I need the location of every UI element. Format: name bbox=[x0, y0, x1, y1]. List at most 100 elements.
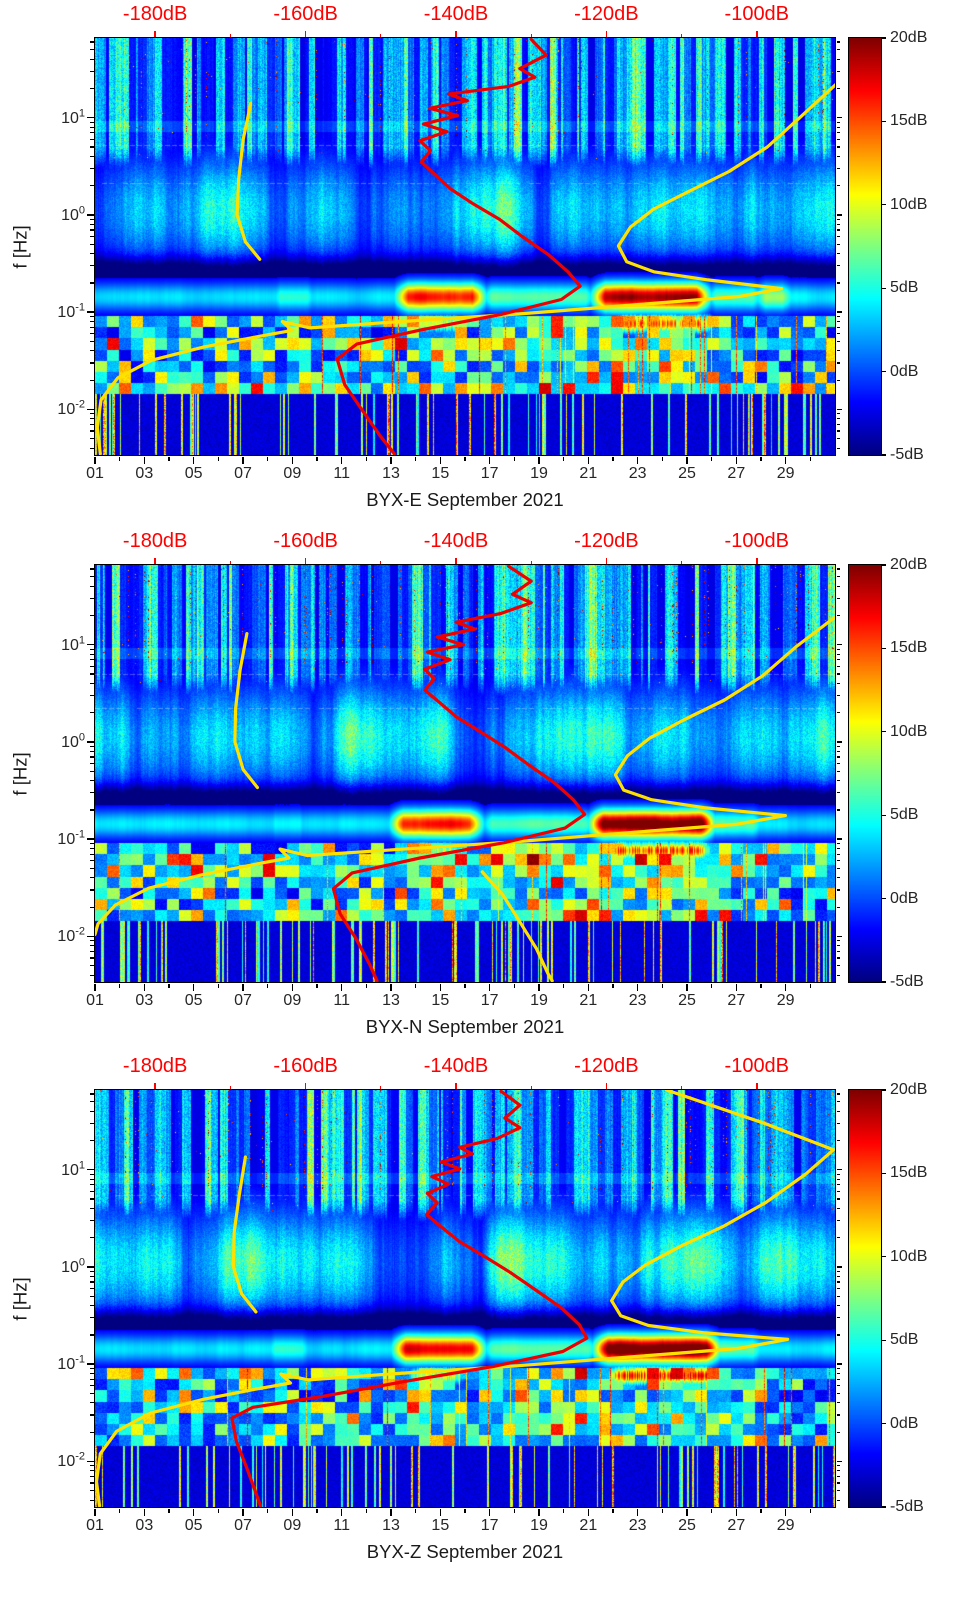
colorbar-tick bbox=[882, 814, 886, 816]
x-tick bbox=[242, 1508, 244, 1516]
colorbar-tick bbox=[882, 287, 886, 289]
y-minor-tick bbox=[90, 682, 94, 684]
y-tick-label: 10-1 bbox=[57, 301, 85, 322]
y-minor-tick bbox=[90, 138, 94, 140]
y-minor-tick-right bbox=[836, 333, 840, 335]
x-tick bbox=[686, 456, 688, 464]
y-minor-tick-right bbox=[836, 889, 840, 891]
x-tick bbox=[735, 983, 738, 991]
top-axis-minor-tick bbox=[380, 34, 382, 38]
top-axis-tick-label: -140dB bbox=[423, 3, 489, 25]
spectrogram-panel-BYX-Z: -180dB -160dB -140dB -120dB -100dB 01 03 05 07 09… bbox=[0, 1052, 962, 1599]
y-tick bbox=[86, 1168, 94, 1171]
colorbar-tick-label: 5dB bbox=[890, 278, 919, 296]
y-minor-tick-right bbox=[836, 316, 840, 318]
y-tick-right bbox=[836, 741, 842, 743]
y-minor-tick-right bbox=[836, 712, 840, 714]
y-minor-tick bbox=[90, 229, 94, 231]
y-minor-tick-right bbox=[836, 41, 840, 43]
x-tick bbox=[809, 1508, 811, 1513]
colorbar-tick-label: 20dB bbox=[890, 555, 928, 573]
y-minor-tick-right bbox=[836, 682, 840, 684]
x-tick-label: 29 bbox=[776, 465, 795, 482]
y-minor-tick bbox=[90, 1482, 94, 1484]
x-tick bbox=[439, 456, 442, 464]
psd-curves-overlay bbox=[95, 565, 835, 982]
x-tick bbox=[143, 456, 146, 464]
median-psd-red-curve bbox=[335, 38, 582, 455]
x-tick-label: 03 bbox=[135, 465, 154, 482]
y-minor-tick bbox=[90, 745, 94, 747]
top-axis-tick bbox=[304, 1083, 307, 1090]
x-tick bbox=[365, 983, 367, 988]
noise-model-yellow-curve bbox=[95, 615, 835, 936]
y-tick-label: 100 bbox=[61, 204, 85, 224]
y-minor-tick-right bbox=[836, 860, 840, 862]
y-minor-tick bbox=[90, 1270, 94, 1272]
top-axis-tick-label: -160dB bbox=[273, 530, 338, 552]
y-tick-right bbox=[836, 935, 842, 938]
y-minor-tick bbox=[90, 350, 94, 352]
y-minor-tick bbox=[90, 659, 94, 661]
x-tick bbox=[563, 1508, 565, 1513]
x-tick bbox=[760, 983, 762, 988]
top-axis-minor-tick bbox=[229, 1086, 231, 1090]
x-tick bbox=[636, 983, 639, 991]
x-tick-label: 15 bbox=[431, 1517, 450, 1534]
x-tick-label: 23 bbox=[628, 465, 647, 482]
top-axis-tick-label: -140dB bbox=[423, 1055, 489, 1077]
y-minor-tick bbox=[90, 132, 94, 134]
x-tick bbox=[488, 983, 491, 991]
top-axis-minor-tick bbox=[229, 34, 231, 38]
x-tick bbox=[340, 1508, 343, 1516]
y-minor-tick-right bbox=[836, 745, 840, 747]
noise-model-yellow-left-curve bbox=[233, 631, 259, 790]
y-minor-tick-right bbox=[836, 1385, 840, 1387]
x-tick bbox=[686, 1508, 688, 1516]
top-axis-tick-label: -100dB bbox=[724, 1055, 790, 1077]
y-minor-tick-right bbox=[836, 235, 840, 238]
x-tick-label: 25 bbox=[678, 465, 696, 482]
y-minor-tick bbox=[90, 1402, 94, 1404]
y-tick-label: 101 bbox=[61, 107, 85, 127]
y-minor-tick-right bbox=[836, 1093, 840, 1095]
spectrogram-canvas-BYX-N bbox=[95, 565, 835, 982]
y-minor-tick-right bbox=[836, 568, 840, 570]
y-minor-tick-right bbox=[836, 146, 840, 148]
y-minor-tick bbox=[90, 648, 94, 650]
x-tick-label: 29 bbox=[776, 992, 795, 1009]
y-minor-tick bbox=[90, 340, 94, 343]
y-minor-tick bbox=[90, 906, 94, 908]
top-axis-tick bbox=[455, 558, 457, 565]
y-minor-tick-right bbox=[836, 1198, 840, 1200]
y-minor-tick-right bbox=[836, 1465, 840, 1467]
colorbar-canvas bbox=[849, 565, 881, 982]
y-minor-tick bbox=[90, 1317, 94, 1319]
x-axis-title: BYX-Z September 2021 bbox=[366, 1541, 564, 1562]
y-minor-tick-right bbox=[836, 413, 840, 415]
y-minor-tick bbox=[90, 126, 94, 128]
y-minor-tick-right bbox=[836, 265, 840, 267]
x-tick-label: 23 bbox=[628, 1517, 647, 1534]
x-tick bbox=[168, 983, 170, 988]
x-tick bbox=[242, 456, 244, 464]
colorbar-tick bbox=[882, 1422, 886, 1425]
y-minor-tick bbox=[90, 957, 94, 959]
y-minor-tick-right bbox=[836, 362, 840, 364]
y-minor-tick bbox=[90, 146, 94, 148]
y-minor-tick bbox=[90, 750, 94, 752]
y-minor-tick bbox=[90, 1190, 94, 1192]
x-tick-label: 09 bbox=[283, 465, 302, 482]
x-tick bbox=[390, 1508, 392, 1516]
colorbar-tick bbox=[882, 1256, 886, 1258]
y-minor-tick-right bbox=[836, 423, 840, 426]
y-minor-tick bbox=[90, 326, 94, 328]
y-minor-tick-right bbox=[836, 447, 840, 449]
x-tick bbox=[365, 1508, 367, 1513]
y-tick bbox=[86, 741, 94, 743]
x-tick bbox=[809, 456, 811, 461]
y-tick-label: 101 bbox=[61, 634, 85, 654]
y-minor-tick bbox=[90, 568, 94, 570]
y-minor-tick-right bbox=[836, 340, 840, 343]
